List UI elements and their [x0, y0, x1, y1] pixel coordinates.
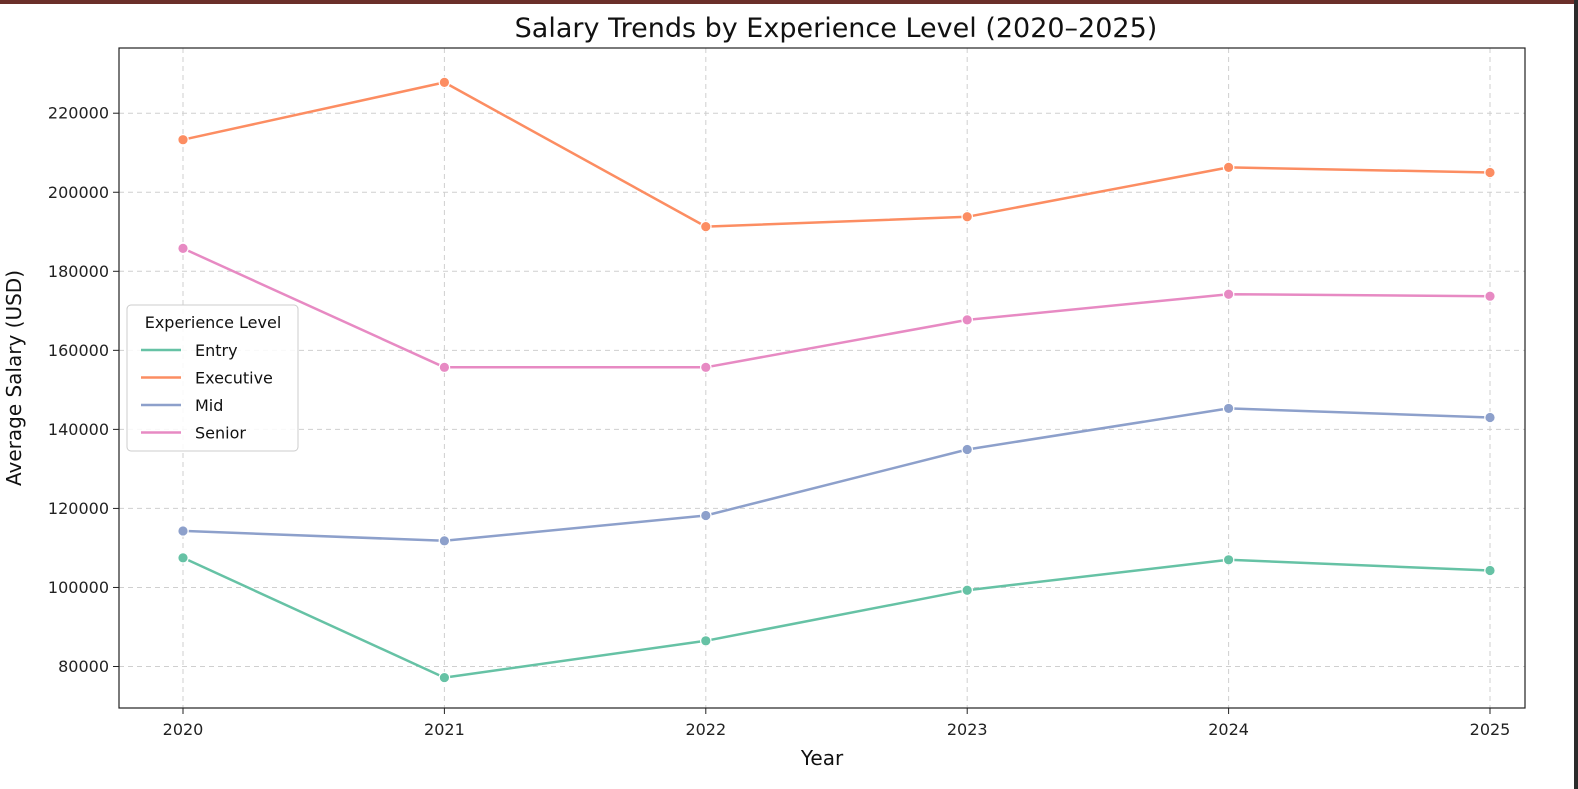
- data-point: [438, 361, 451, 374]
- series-entry: [177, 552, 1496, 684]
- data-point: [961, 314, 973, 326]
- data-point: [438, 535, 451, 547]
- series-line: [181, 81, 1492, 228]
- legend-title: Experience Level: [145, 313, 282, 332]
- x-axis-ticks: 2020 2021 2022 2023 2024 2025: [163, 708, 1511, 739]
- data-point: [699, 220, 712, 233]
- legend-item-executive: Executive: [141, 369, 273, 388]
- data-point: [177, 552, 189, 564]
- y-tick-label: 160000: [48, 341, 109, 360]
- y-tick-label: 80000: [58, 657, 109, 676]
- data-point: [438, 76, 451, 89]
- x-tick-label: 2025: [1470, 720, 1511, 739]
- x-tick-label: 2022: [685, 720, 726, 739]
- series-line: [181, 407, 1492, 543]
- y-axis-ticks: 80000 100000 120000 140000 160000 180000 20000…: [48, 104, 119, 676]
- x-axis-label: Year: [800, 746, 844, 770]
- data-point: [1484, 166, 1496, 179]
- legend-item-entry: Entry: [141, 341, 238, 360]
- window-right-edge: [1574, 0, 1578, 789]
- y-tick-label: 180000: [48, 262, 109, 281]
- x-tick-label: 2023: [947, 720, 988, 739]
- y-axis-label: Average Salary (USD): [2, 270, 26, 486]
- legend-items: Entry Executive Mid Senior: [141, 341, 273, 443]
- data-point: [699, 509, 712, 522]
- y-tick-label: 120000: [48, 499, 109, 518]
- data-point: [438, 671, 451, 684]
- legend-item-senior: Senior: [141, 424, 246, 443]
- series-lines: [177, 76, 1496, 684]
- legend-label: Executive: [195, 369, 273, 388]
- series-line: [181, 556, 1492, 679]
- y-tick-label: 220000: [48, 104, 109, 123]
- x-tick-label: 2021: [424, 720, 465, 739]
- y-tick-label: 140000: [48, 420, 109, 439]
- chart-title: Salary Trends by Experience Level (2020–…: [515, 13, 1158, 44]
- data-point: [961, 584, 973, 597]
- legend-label: Senior: [195, 424, 246, 443]
- window-top-strip: [0, 0, 1578, 4]
- data-point: [177, 133, 189, 146]
- series-line: [181, 247, 1492, 369]
- series-senior: [177, 242, 1496, 374]
- data-point: [1222, 288, 1235, 301]
- legend-label: Mid: [195, 396, 223, 415]
- series-executive: [177, 76, 1496, 233]
- grid-lines: [119, 48, 1525, 708]
- legend-box: [126, 304, 299, 452]
- data-point: [1222, 402, 1235, 415]
- x-tick-label: 2020: [163, 720, 204, 739]
- x-tick-label: 2024: [1208, 720, 1249, 739]
- y-tick-label: 100000: [48, 578, 109, 597]
- data-point: [1484, 411, 1496, 424]
- data-point: [961, 443, 973, 456]
- data-point: [1222, 553, 1235, 566]
- data-point: [1222, 161, 1235, 174]
- plot-area-frame: [118, 47, 1526, 709]
- data-point: [699, 635, 712, 647]
- data-point: [1484, 564, 1496, 577]
- data-point: [177, 525, 189, 537]
- legend-item-mid: Mid: [141, 396, 223, 415]
- data-point: [1484, 290, 1496, 302]
- y-tick-label: 200000: [48, 183, 109, 202]
- data-point: [177, 242, 189, 255]
- data-point: [699, 361, 712, 374]
- data-point: [961, 210, 973, 223]
- legend: Experience Level Entry Executive Mid Senior: [126, 304, 299, 452]
- legend-label: Entry: [195, 341, 238, 360]
- series-mid: [177, 402, 1496, 547]
